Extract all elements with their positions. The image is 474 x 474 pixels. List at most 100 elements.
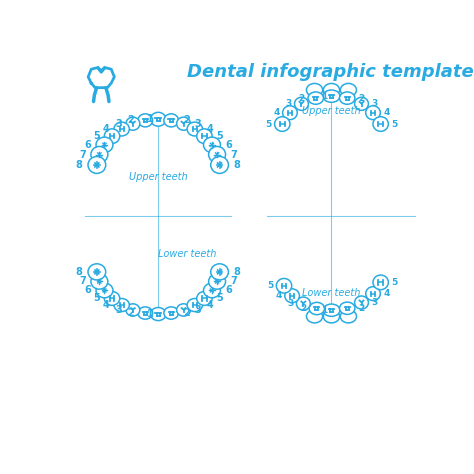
- Ellipse shape: [164, 307, 179, 319]
- Ellipse shape: [151, 112, 166, 126]
- Text: 6: 6: [84, 285, 91, 295]
- Text: 8: 8: [234, 160, 241, 170]
- Ellipse shape: [285, 289, 300, 303]
- Text: 5: 5: [392, 119, 398, 128]
- Ellipse shape: [274, 117, 290, 131]
- Ellipse shape: [197, 129, 212, 144]
- Text: 7: 7: [79, 276, 86, 286]
- Text: 2: 2: [300, 304, 306, 313]
- Ellipse shape: [88, 156, 106, 173]
- Ellipse shape: [373, 275, 388, 290]
- Text: 2: 2: [183, 308, 190, 318]
- Text: 4: 4: [383, 108, 390, 117]
- Text: 3: 3: [371, 100, 377, 108]
- Ellipse shape: [138, 307, 153, 319]
- Ellipse shape: [114, 299, 129, 311]
- Text: 5: 5: [93, 293, 100, 303]
- Text: 7: 7: [231, 276, 237, 286]
- Ellipse shape: [296, 297, 310, 310]
- Text: Lower teeth: Lower teeth: [158, 249, 217, 259]
- Ellipse shape: [138, 114, 153, 127]
- Polygon shape: [88, 68, 114, 88]
- Text: 3: 3: [195, 305, 201, 315]
- Text: 2: 2: [358, 93, 364, 102]
- Ellipse shape: [211, 264, 228, 280]
- Ellipse shape: [211, 156, 228, 173]
- Ellipse shape: [151, 308, 166, 320]
- Ellipse shape: [114, 122, 129, 136]
- Ellipse shape: [307, 83, 323, 97]
- Text: 5: 5: [217, 293, 223, 303]
- Ellipse shape: [355, 296, 368, 309]
- Text: 4: 4: [207, 300, 214, 310]
- Text: 4: 4: [273, 108, 280, 117]
- Ellipse shape: [339, 92, 355, 104]
- Text: 3: 3: [115, 118, 122, 128]
- Text: 5: 5: [265, 119, 272, 128]
- Text: 8: 8: [234, 267, 241, 277]
- Ellipse shape: [104, 129, 120, 144]
- Text: 8: 8: [76, 160, 82, 170]
- Ellipse shape: [164, 114, 179, 127]
- Ellipse shape: [355, 97, 368, 110]
- Text: 7: 7: [231, 150, 237, 160]
- Text: 3: 3: [371, 298, 377, 307]
- Text: 3: 3: [195, 118, 201, 128]
- Ellipse shape: [276, 278, 292, 293]
- Text: 6: 6: [84, 140, 91, 150]
- Ellipse shape: [309, 302, 325, 315]
- Text: 2: 2: [358, 304, 364, 313]
- Text: 6: 6: [226, 140, 232, 150]
- Ellipse shape: [323, 310, 339, 323]
- Text: 8: 8: [76, 267, 82, 277]
- Ellipse shape: [340, 83, 356, 97]
- Text: 6: 6: [226, 285, 232, 295]
- Ellipse shape: [177, 117, 191, 130]
- Text: 1: 1: [321, 91, 328, 100]
- Text: 5: 5: [392, 278, 398, 287]
- Text: 2: 2: [299, 93, 305, 102]
- Text: 5: 5: [93, 131, 100, 141]
- Ellipse shape: [340, 310, 356, 323]
- Ellipse shape: [197, 292, 212, 305]
- Text: Upper teeth: Upper teeth: [129, 172, 188, 182]
- Ellipse shape: [96, 283, 113, 298]
- Ellipse shape: [91, 146, 108, 163]
- Text: 5: 5: [217, 131, 223, 141]
- Text: 7: 7: [79, 150, 86, 160]
- Ellipse shape: [88, 264, 106, 280]
- Ellipse shape: [373, 117, 388, 131]
- Ellipse shape: [283, 106, 297, 119]
- Ellipse shape: [294, 97, 309, 110]
- Text: 2: 2: [127, 115, 134, 125]
- Text: 1: 1: [147, 114, 154, 124]
- Ellipse shape: [209, 274, 226, 289]
- Ellipse shape: [203, 283, 220, 298]
- Text: 4: 4: [275, 292, 282, 301]
- Text: Lower teeth: Lower teeth: [302, 288, 361, 298]
- Text: Upper teeth: Upper teeth: [302, 106, 361, 116]
- Ellipse shape: [203, 137, 220, 153]
- Ellipse shape: [323, 83, 339, 97]
- Text: 4: 4: [102, 124, 109, 134]
- Text: 4: 4: [207, 124, 214, 134]
- Ellipse shape: [323, 304, 340, 316]
- Ellipse shape: [126, 304, 140, 316]
- Text: 4: 4: [383, 289, 390, 298]
- Text: 2: 2: [127, 308, 134, 318]
- Text: 1: 1: [321, 306, 328, 315]
- Ellipse shape: [209, 146, 226, 163]
- Ellipse shape: [366, 287, 380, 301]
- Text: 4: 4: [102, 300, 109, 310]
- Text: Dental infographic template: Dental infographic template: [188, 63, 474, 81]
- Ellipse shape: [323, 90, 340, 102]
- Text: 3: 3: [285, 100, 292, 108]
- Ellipse shape: [187, 122, 202, 136]
- Ellipse shape: [91, 274, 108, 289]
- Ellipse shape: [307, 310, 323, 323]
- Text: 3: 3: [287, 299, 293, 308]
- Ellipse shape: [96, 137, 113, 153]
- Text: 5: 5: [267, 281, 273, 290]
- Text: 1: 1: [147, 309, 154, 319]
- Ellipse shape: [366, 106, 380, 119]
